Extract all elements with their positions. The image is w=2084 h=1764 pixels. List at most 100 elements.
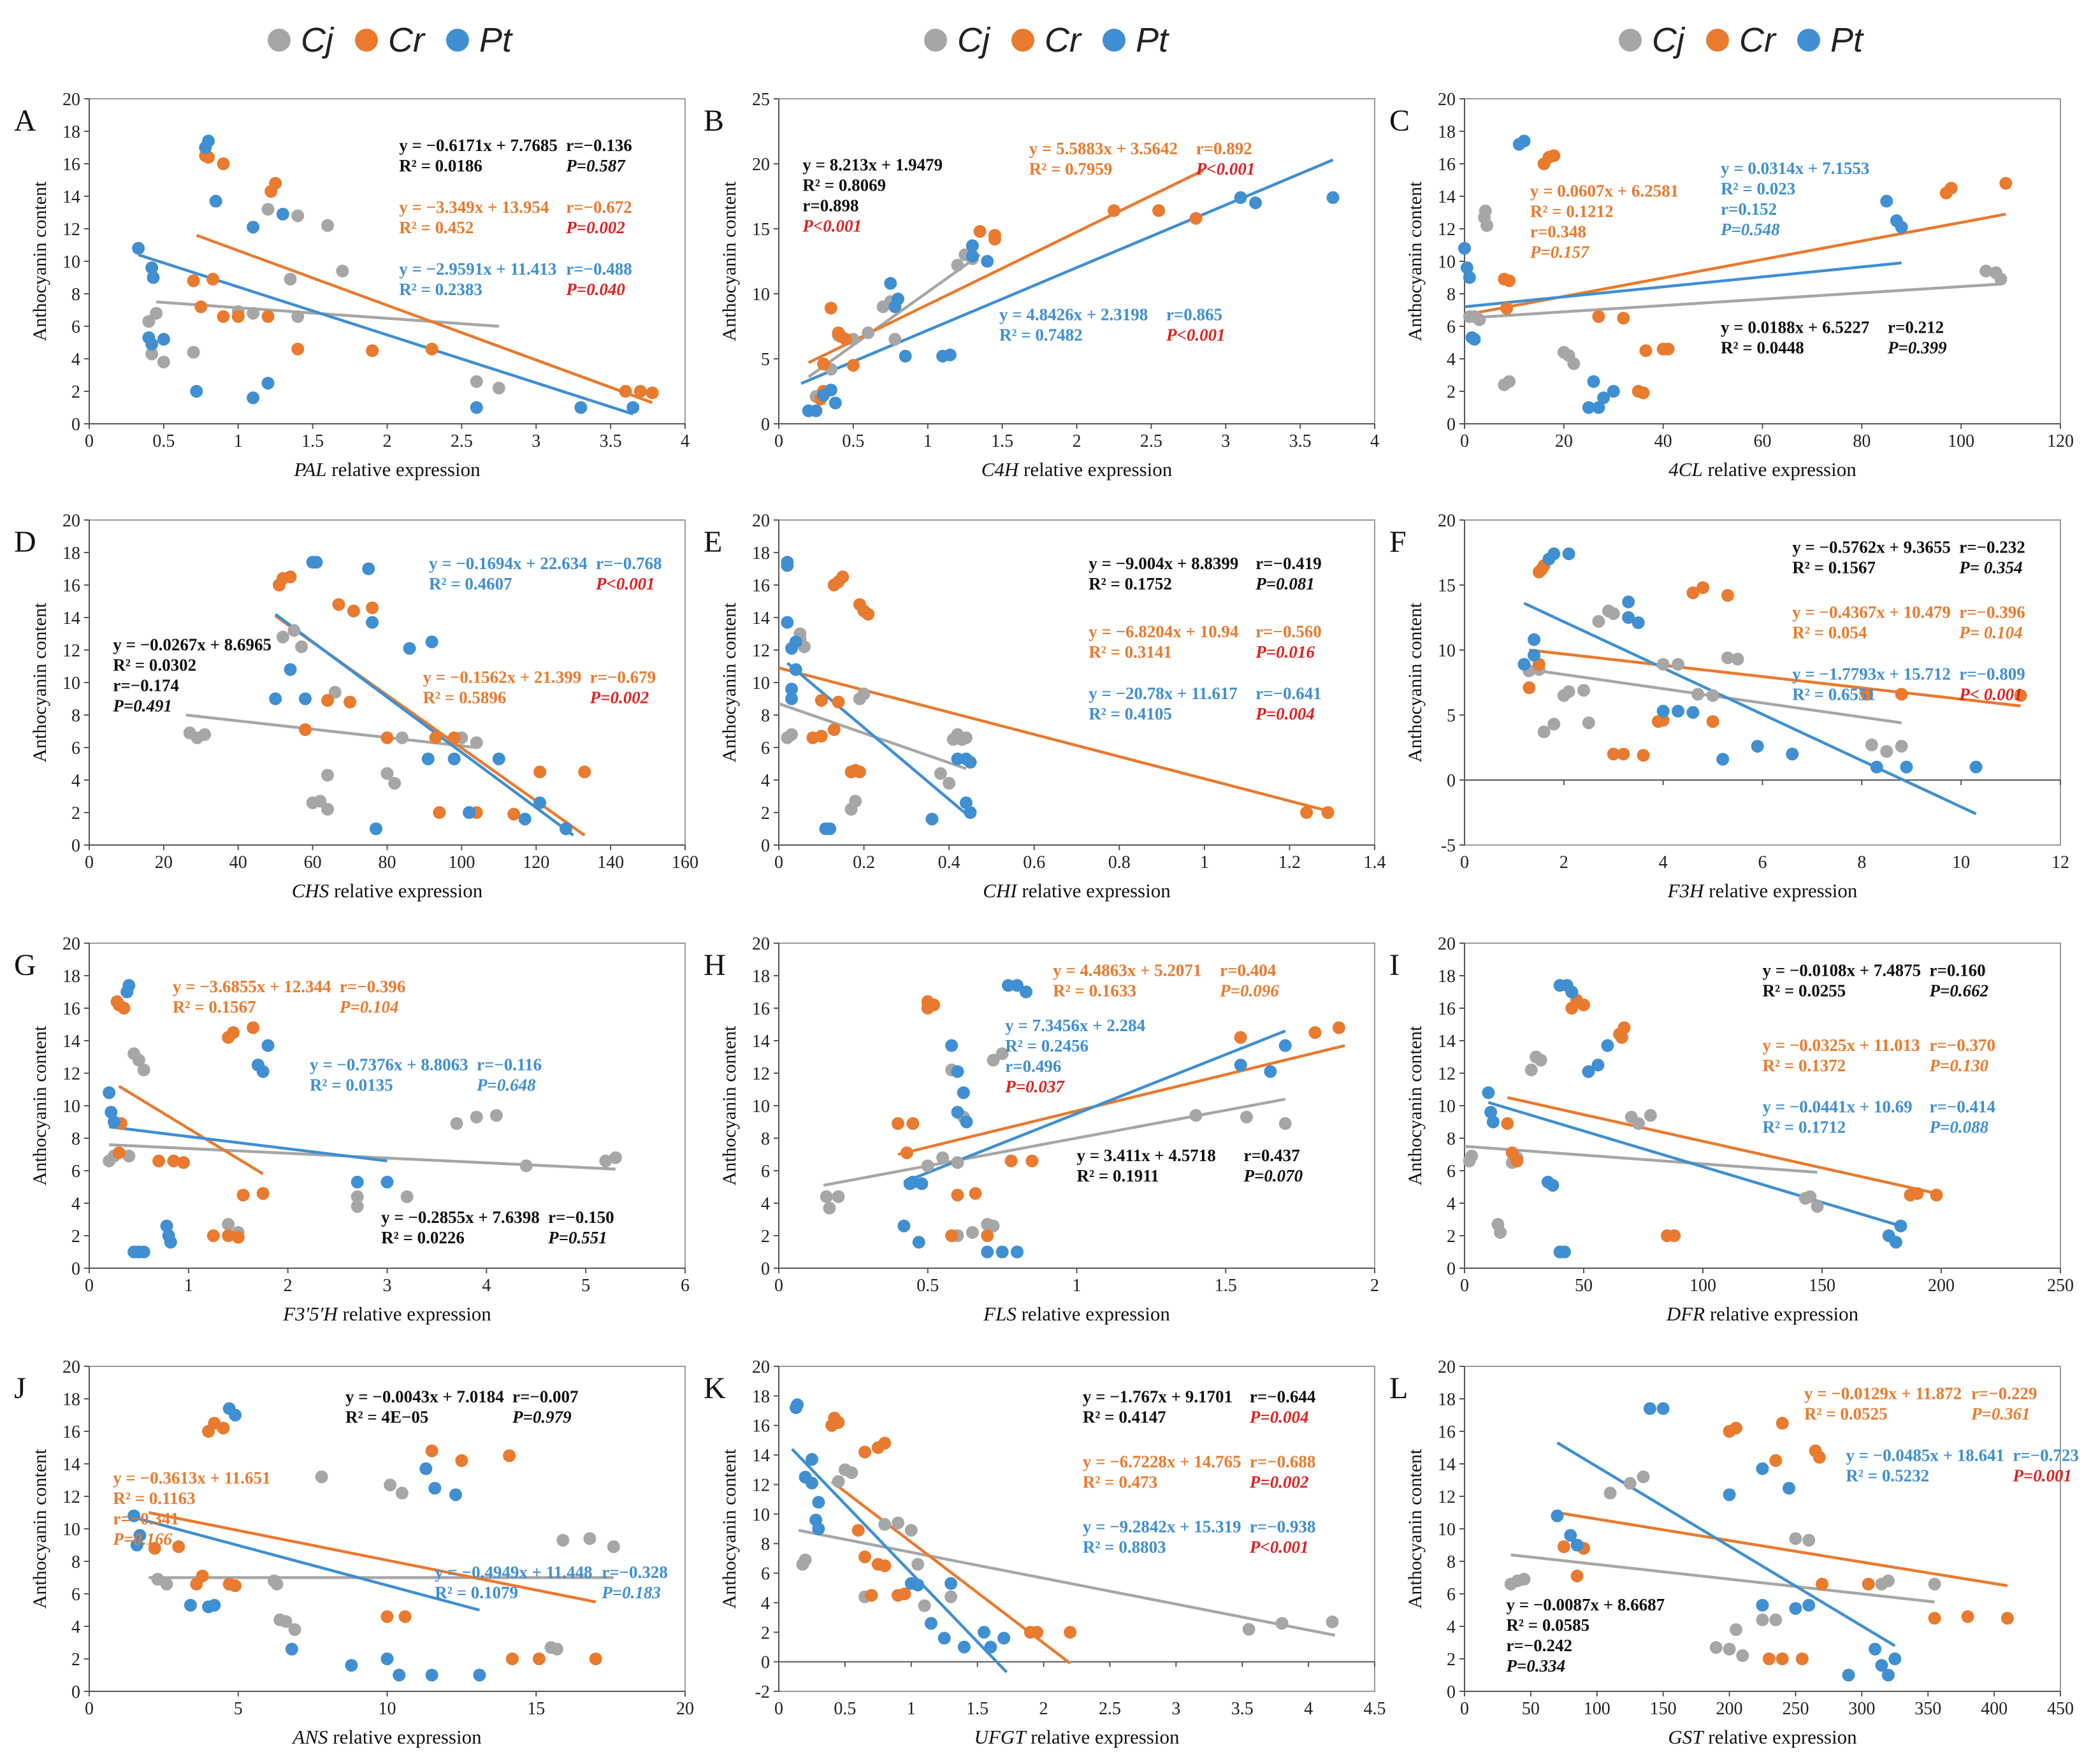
data-point-pt	[824, 383, 837, 396]
data-point-cr	[1661, 342, 1675, 356]
x-tick-label: 0.5	[834, 1699, 856, 1719]
y-tick-label: 6	[71, 317, 80, 337]
data-point-cr	[1795, 1652, 1809, 1665]
y-tick-label: 14	[62, 609, 80, 628]
data-point-cj	[785, 728, 799, 741]
p-value-text: P=0.002	[565, 218, 625, 237]
data-point-cr	[1961, 1610, 1974, 1623]
data-point-cr	[1617, 1021, 1631, 1034]
data-point-pt	[966, 249, 979, 263]
data-point-pt	[199, 141, 212, 154]
p-value-text: P=0.979	[512, 1408, 572, 1427]
data-point-pt	[1278, 1039, 1292, 1052]
r-value-text: r=−0.370	[1930, 1036, 1996, 1055]
data-point-cr	[1617, 748, 1630, 761]
data-point-pt	[133, 1529, 147, 1542]
x-tick-label: 2.5	[1140, 431, 1162, 451]
data-point-pt	[781, 556, 794, 569]
data-point-cr	[321, 694, 334, 707]
data-point-cr	[578, 765, 591, 779]
x-axis-suffix: relative expression	[329, 879, 483, 902]
data-point-cj	[1994, 273, 2008, 286]
x-tick-label: 6	[681, 1276, 690, 1296]
x-tick-label: 0	[1460, 853, 1469, 872]
fit-line-pt	[791, 1448, 1008, 1674]
data-point-pt	[1783, 1482, 1796, 1495]
data-point-cr	[817, 358, 830, 371]
panel-letter: K	[704, 1371, 726, 1405]
data-point-cj	[862, 326, 875, 340]
data-point-pt	[957, 1640, 971, 1654]
equation-text-pt: y = −0.0441x + 10.69	[1763, 1097, 1913, 1117]
x-axis-suffix: relative expression	[1705, 1303, 1859, 1325]
data-point-cr	[1637, 749, 1650, 762]
x-tick-label: 250	[1782, 1699, 1809, 1719]
data-point-pt	[560, 822, 572, 835]
data-point-cr	[1501, 1117, 1514, 1131]
y-tick-label: 10	[62, 1097, 80, 1117]
data-point-cr	[1769, 1454, 1783, 1467]
x-axis-suffix: relative expression	[1025, 1726, 1180, 1748]
data-point-cj	[1880, 745, 1893, 758]
data-point-pt	[915, 1177, 929, 1190]
data-point-cj	[145, 347, 159, 361]
r-value-text: r=−0.007	[512, 1387, 579, 1406]
data-point-cr	[858, 1551, 872, 1564]
gene-name: FLS	[983, 1303, 1017, 1325]
y-tick-label: 14	[62, 187, 80, 207]
fit-line-cr	[897, 1044, 1345, 1156]
x-tick-label: 0	[85, 1699, 94, 1719]
y-tick-label: 18	[62, 544, 80, 563]
data-point-pt	[1458, 242, 1471, 255]
fit-line-cr	[1507, 1096, 1937, 1195]
legend-item-cj: Cj	[1619, 20, 1684, 60]
data-point-cr	[532, 1652, 546, 1665]
data-point-pt	[899, 349, 912, 363]
data-point-pt	[785, 683, 799, 696]
y-tick-label: 6	[71, 739, 80, 758]
x-tick-label: 15	[527, 1699, 545, 1719]
equation-text-cr: y = −3.6855x + 12.344	[173, 977, 331, 996]
y-tick-label: 14	[1438, 1032, 1456, 1052]
y-axis-title: Anthocyanin content	[719, 1025, 740, 1185]
p-value-text: P=0.070	[1243, 1166, 1303, 1185]
p-value-text: P<0.001	[1166, 325, 1226, 344]
fit-line-cr	[148, 1511, 597, 1603]
data-point-pt	[1482, 1086, 1495, 1099]
data-point-cr	[906, 1117, 920, 1131]
data-point-cj	[1729, 1623, 1742, 1637]
data-point-pt	[1517, 134, 1531, 148]
x-axis-title: GST relative expression	[1668, 1726, 1857, 1748]
x-tick-label: 2	[1559, 853, 1568, 872]
data-point-cr	[839, 333, 853, 346]
data-point-cj	[823, 1201, 836, 1215]
data-point-cr	[1615, 1030, 1628, 1044]
y-tick-label: 25	[752, 90, 770, 110]
data-point-cr	[187, 274, 200, 287]
data-point-cj	[1623, 1477, 1637, 1490]
data-point-pt	[912, 1236, 925, 1249]
data-point-pt	[1686, 705, 1700, 719]
r-value-text: r=0.865	[1166, 305, 1222, 324]
y-axis-title: Anthocyanin content	[719, 181, 740, 341]
data-point-pt	[789, 635, 802, 649]
y-tick-label: 2	[761, 1227, 770, 1247]
data-point-cj	[1577, 684, 1590, 697]
y-tick-label: 0	[761, 415, 770, 435]
data-point-pt	[1672, 704, 1685, 718]
x-tick-label: 4	[1659, 853, 1668, 872]
equation-text-cr: R² = 0.1567	[173, 997, 256, 1016]
data-point-cr	[901, 1146, 914, 1159]
fit-line-cr	[1529, 648, 2021, 707]
data-point-pt	[107, 1115, 120, 1129]
y-tick-label: 0	[761, 1259, 770, 1279]
data-point-cr	[2001, 1612, 2014, 1625]
y-tick-label: 12	[1438, 1064, 1456, 1084]
data-point-pt	[1900, 760, 1913, 774]
x-tick-label: 300	[1848, 1699, 1875, 1719]
data-point-pt	[1870, 760, 1883, 774]
y-tick-label: 16	[1438, 1422, 1456, 1442]
data-point-cj	[892, 1516, 904, 1529]
data-point-pt	[393, 1668, 406, 1682]
equation-text-pt: y = −0.4949x + 11.448	[435, 1563, 592, 1582]
